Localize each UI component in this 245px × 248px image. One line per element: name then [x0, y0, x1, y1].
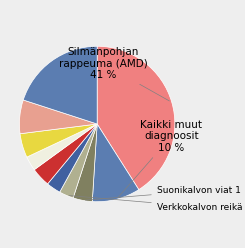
- Wedge shape: [73, 124, 97, 202]
- Text: Suonikalvon viat 1: Suonikalvon viat 1: [85, 186, 241, 200]
- Wedge shape: [23, 46, 97, 124]
- Wedge shape: [27, 124, 97, 170]
- Text: Silmänpohjan
rappeuma (AMD)
41 %: Silmänpohjan rappeuma (AMD) 41 %: [59, 47, 169, 101]
- Text: Verkkokalvon reikä 2: Verkkokalvon reikä 2: [69, 196, 245, 212]
- Wedge shape: [60, 124, 97, 198]
- Wedge shape: [34, 124, 97, 184]
- Text: Kaikki muut
diagnoosit
10 %: Kaikki muut diagnoosit 10 %: [118, 120, 203, 197]
- Wedge shape: [19, 100, 97, 134]
- Wedge shape: [97, 46, 175, 190]
- Wedge shape: [92, 124, 139, 202]
- Wedge shape: [48, 124, 97, 192]
- Wedge shape: [20, 124, 97, 157]
